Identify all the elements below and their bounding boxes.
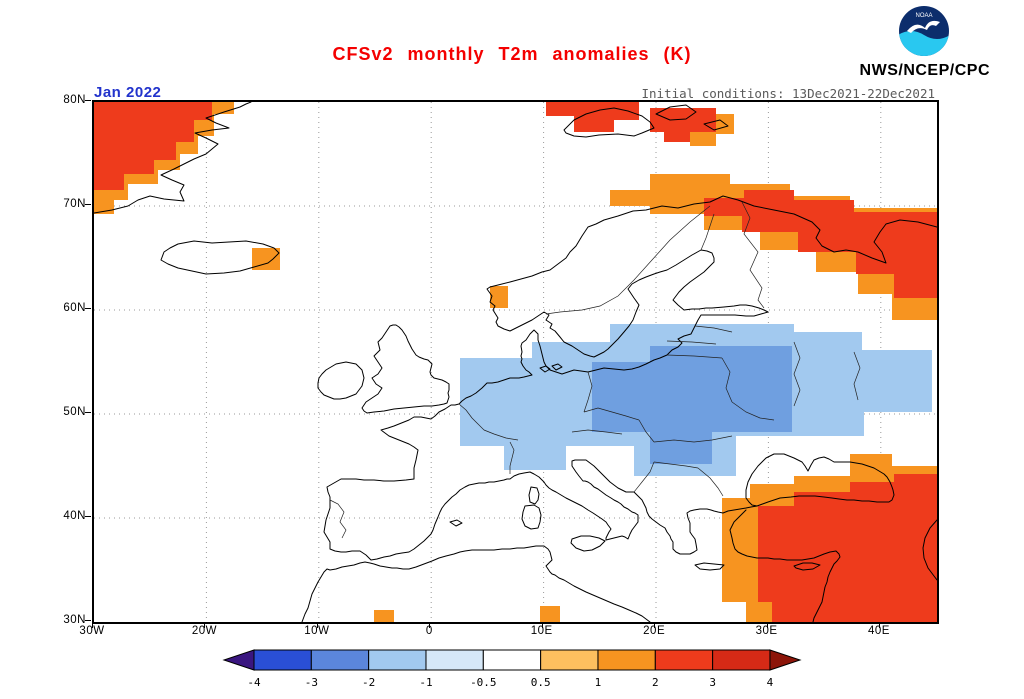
x-tick-20W: 20W xyxy=(191,625,217,637)
coast-mainland xyxy=(323,195,937,561)
colorbar-segment-1 xyxy=(310,649,370,671)
coast-britain xyxy=(361,324,450,414)
x-tickmark xyxy=(766,623,768,628)
colorbar-label-0.5: 0.5 xyxy=(531,676,551,689)
colorbar-arrow-right xyxy=(769,649,802,671)
y-tick-70N: 70N xyxy=(63,198,86,210)
region-iceland-anomaly-orange xyxy=(252,248,280,270)
valid-month-label: Jan 2022 xyxy=(94,84,162,101)
y-tick-40N: 40N xyxy=(63,510,86,522)
colorbar-label-2: 2 xyxy=(652,676,659,689)
colorbar-segment-4 xyxy=(482,649,542,671)
colorbar-label--0.5: -0.5 xyxy=(470,676,497,689)
coast-ireland xyxy=(317,361,365,400)
colorbar-label--1: -1 xyxy=(419,676,432,689)
y-tick-60N: 60N xyxy=(63,302,86,314)
x-tick-30E: 30E xyxy=(755,625,778,637)
x-tick-10E: 10E xyxy=(530,625,553,637)
x-tick-30W: 30W xyxy=(79,625,105,637)
colorbar-segment-8 xyxy=(712,649,771,671)
colorbar-segment-6 xyxy=(597,649,656,671)
colorbar-segment-5 xyxy=(540,649,599,671)
country-borders xyxy=(329,201,861,539)
region-arctic-band-anomaly-orange xyxy=(610,174,937,320)
region-africa-anomaly-orange-west xyxy=(374,610,394,622)
coast-black-sea xyxy=(745,453,895,507)
y-tickmark xyxy=(85,308,91,309)
colorbar-label--3: -3 xyxy=(305,676,318,689)
colorbar-label--4: -4 xyxy=(247,676,261,689)
logo-text: NOAA xyxy=(915,13,932,19)
x-tickmark xyxy=(429,623,431,628)
anomaly-regions xyxy=(94,102,937,622)
colorbar-segment-2 xyxy=(368,649,427,671)
agency-label: NWS/NCEP/CPC xyxy=(859,62,990,79)
region-svalbard-anomaly-red-east xyxy=(650,108,716,142)
region-europe-cold-anomaly-core xyxy=(592,346,792,464)
x-tick-10W: 10W xyxy=(304,625,330,637)
page-title: CFSv2 monthly T2m anomalies (K) xyxy=(332,44,692,64)
region-greenland-anomaly-red xyxy=(94,102,212,190)
coastlines xyxy=(94,102,937,622)
coast-greenland xyxy=(94,102,252,214)
x-tick-40E: 40E xyxy=(868,625,890,637)
y-tick-50N: 50N xyxy=(63,406,86,418)
x-tickmark xyxy=(316,623,318,628)
y-tickmark xyxy=(85,516,91,517)
coast-iceland xyxy=(160,240,280,275)
coast-caspian xyxy=(922,519,937,581)
region-norway-coast-anomaly-orange xyxy=(490,286,508,308)
x-tickmark xyxy=(879,623,880,628)
logo-gull-icon xyxy=(907,20,940,33)
y-tick-30N: 30N xyxy=(63,614,86,626)
coast-islands xyxy=(449,363,821,571)
colorbar-label-4: 4 xyxy=(767,676,774,689)
colorbar-svg: -4 -3 -2 -1 -0.5 0.5 1 2 3 4 xyxy=(222,649,802,689)
init-conditions-label: Initial conditions: 13Dec2021-22Dec2021 xyxy=(641,86,936,101)
coast-anatolia xyxy=(729,509,841,622)
x-tick-20E: 20E xyxy=(643,625,666,637)
colorbar: -4 -3 -2 -1 -0.5 0.5 1 2 3 4 xyxy=(222,644,802,690)
x-tickmark xyxy=(92,623,93,628)
region-mideast-anomaly-red xyxy=(758,474,937,622)
y-tickmark xyxy=(85,204,91,205)
x-tickmark xyxy=(654,623,656,628)
map-frame xyxy=(92,100,939,624)
noaa-logo-icon: NOAA xyxy=(898,5,950,57)
x-tickmark xyxy=(204,623,206,628)
y-tickmark xyxy=(85,100,91,101)
x-tick-0: 0 xyxy=(425,625,433,637)
europe-map xyxy=(94,102,937,622)
y-tick-80N: 80N xyxy=(63,94,86,106)
x-tickmark xyxy=(541,623,543,628)
y-tickmark xyxy=(85,412,91,413)
colorbar-segment-3 xyxy=(425,649,484,671)
coast-north-africa xyxy=(301,545,651,622)
colorbar-arrow-left xyxy=(222,649,255,671)
region-svalbard-anomaly-red-west xyxy=(546,102,639,132)
colorbar-segment-7 xyxy=(654,649,714,671)
y-tickmark xyxy=(85,620,91,621)
colorbar-segment-0 xyxy=(253,649,312,671)
colorbar-label-1: 1 xyxy=(595,676,602,689)
colorbar-label--2: -2 xyxy=(362,676,375,689)
region-africa-anomaly-orange-east xyxy=(540,606,560,622)
coast-svalbard xyxy=(563,104,729,138)
logo-sea xyxy=(899,31,949,56)
colorbar-label-3: 3 xyxy=(709,676,716,689)
